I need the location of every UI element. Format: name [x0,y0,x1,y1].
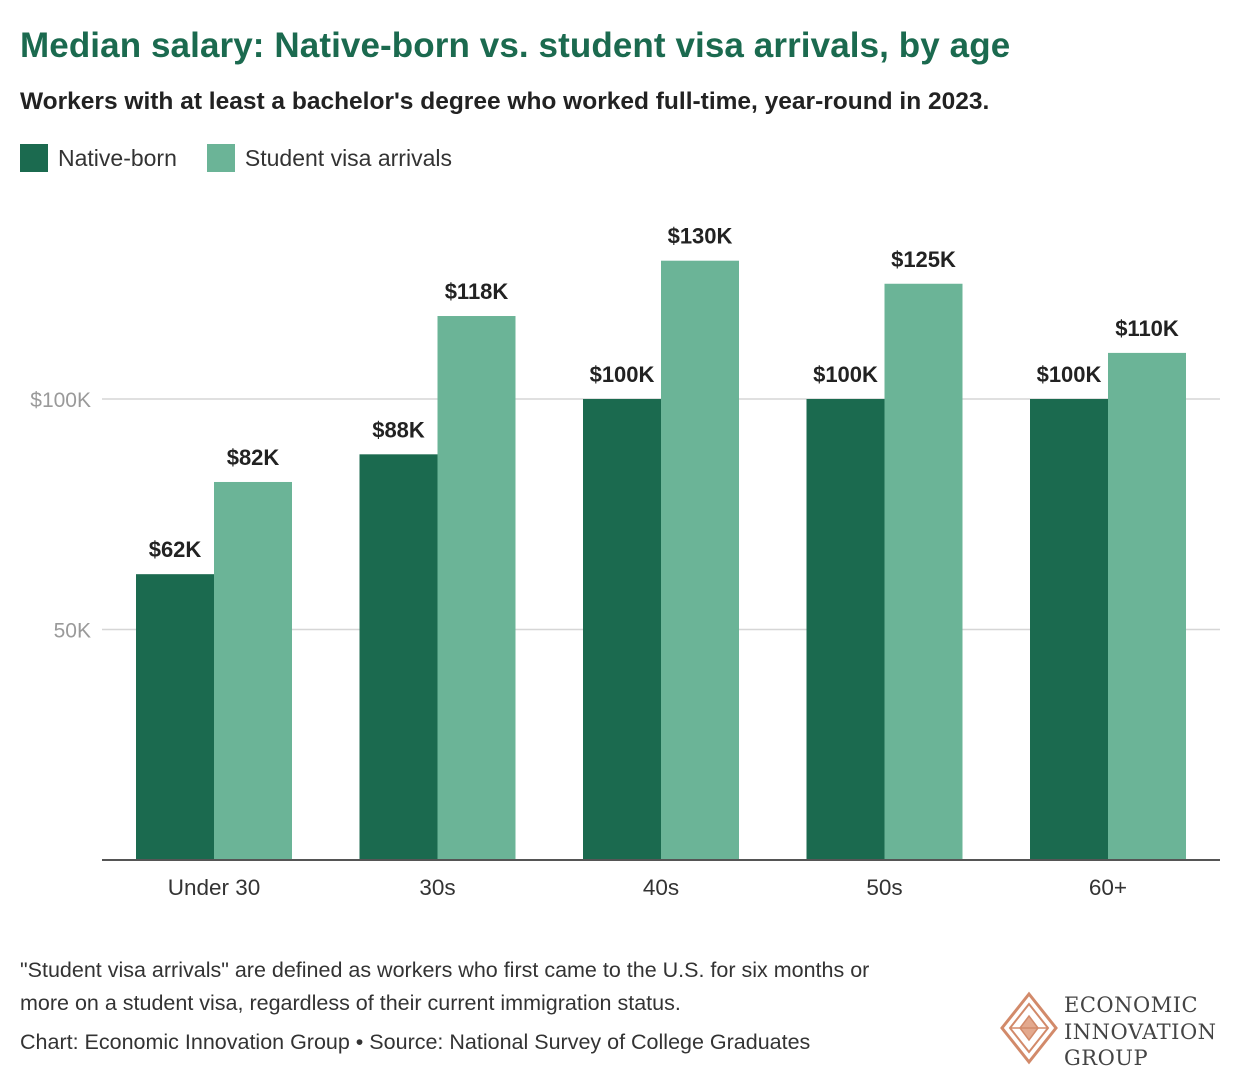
x-tick-label: 60+ [1089,875,1127,900]
footnote: "Student visa arrivals" are defined as w… [20,958,870,1015]
data-label: $100K [590,362,655,387]
data-label: $118K [445,279,509,304]
legend: Native-born Student visa arrivals [20,144,482,172]
bar [1030,399,1108,860]
data-label: $88K [372,417,425,442]
data-label: $100K [1037,362,1102,387]
diamond-logo-icon [1000,991,1058,1065]
legend-label-native-born: Native-born [58,144,177,171]
x-tick-label: 50s [866,875,902,900]
legend-swatch-student-visa [206,144,235,172]
bar [359,454,438,860]
data-label: $62K [149,537,202,562]
bar [136,574,214,860]
legend-label-student-visa: Student visa arrivals [244,144,452,171]
y-tick-label: 50K [54,620,91,643]
bar [1108,352,1186,860]
logo-line: GROUP [1064,1046,1149,1070]
data-label: $125K [891,247,956,272]
eig-logo: ECONOMIC INNOVATION GROUP [998,990,1238,1070]
bar [214,481,292,860]
legend-item-student-visa: Student visa arrivals [206,144,452,172]
chart-subtitle: Workers with at least a bachelor's degre… [20,88,990,115]
data-label: $82K [227,445,280,470]
data-label: $130K [668,224,733,249]
chart-title: Median salary: Native-born vs. student v… [20,26,1011,65]
legend-swatch-native-born [20,144,48,172]
bar-chart: 50K $100K $62K $82K Under 30 $88K $118K 30s $100… [30,224,1220,900]
bar [437,316,516,860]
x-tick-label: 30s [419,875,455,900]
logo-wordmark: ECONOMIC INNOVATION GROUP [1064,992,1217,1072]
bar [884,283,963,860]
legend-item-native-born: Native-born [20,144,177,172]
data-label: $110K [1115,316,1179,341]
y-tick-label: $100K [30,389,91,412]
logo-line: INNOVATION [1064,1019,1217,1044]
source-credit: Chart: Economic Innovation Group • Sourc… [20,1030,811,1054]
bar [583,399,661,860]
x-tick-label: Under 30 [168,875,261,900]
data-label: $100K [813,362,878,387]
bar [806,399,885,860]
x-tick-label: 40s [643,875,679,900]
bar [661,260,739,860]
logo-line: ECONOMIC [1064,993,1199,1017]
